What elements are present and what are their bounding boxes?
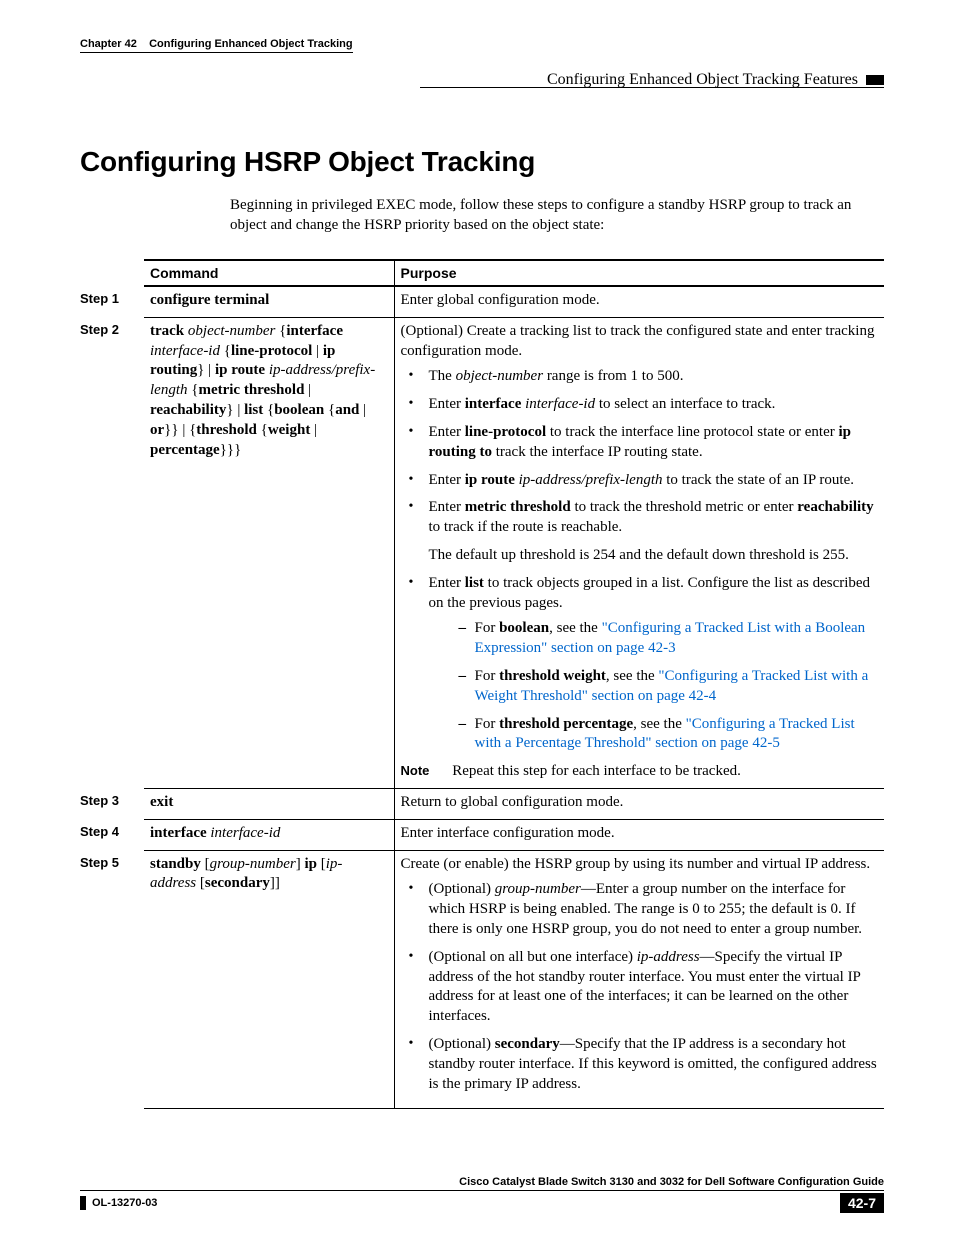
purpose-lead: (Optional) Create a tracking list to tra…: [401, 322, 879, 362]
list-item: Enter ip route ip-address/prefix-length …: [401, 471, 879, 491]
table-head-blank: [80, 260, 144, 286]
table-head-purpose: Purpose: [394, 260, 884, 286]
table-row: Step 4 interface interface-id Enter inte…: [80, 819, 884, 850]
page: Chapter 42 Configuring Enhanced Object T…: [0, 0, 954, 1235]
purpose-cell: Enter interface configuration mode.: [394, 819, 884, 850]
command-cell: exit: [144, 788, 394, 819]
table-row: Step 3 exit Return to global configurati…: [80, 788, 884, 819]
bullet-list: Enter list to track objects grouped in a…: [401, 574, 879, 754]
bullet-list: (Optional) group-number—Enter a group nu…: [401, 880, 879, 1094]
list-item: For threshold weight, see the "Configuri…: [429, 667, 879, 707]
table-head-command: Command: [144, 260, 394, 286]
list-item: Enter interface interface-id to select a…: [401, 395, 879, 415]
list-item: Enter line-protocol to track the interfa…: [401, 423, 879, 463]
header-marker-icon: [866, 75, 884, 85]
dash-list: For boolean, see the "Configuring a Trac…: [429, 619, 879, 754]
step-label: Step 4: [80, 819, 144, 850]
footer-doc-id: OL-13270-03: [80, 1196, 157, 1210]
step-label: Step 1: [80, 286, 144, 317]
list-item: For boolean, see the "Configuring a Trac…: [429, 619, 879, 659]
page-footer: Cisco Catalyst Blade Switch 3130 and 303…: [80, 1176, 884, 1213]
purpose-cell: (Optional) Create a tracking list to tra…: [394, 317, 884, 788]
list-item: (Optional) group-number—Enter a group nu…: [401, 880, 879, 939]
step-label: Step 5: [80, 850, 144, 1109]
command-table: Command Purpose Step 1 configure termina…: [80, 259, 884, 1109]
command-cell: track object-number {interface interface…: [144, 317, 394, 788]
page-title: Configuring HSRP Object Tracking: [80, 146, 884, 178]
chapter-label: Chapter 42: [80, 38, 137, 50]
note-block: Note Repeat this step for each interface…: [401, 762, 879, 782]
bullet-list: The object-number range is from 1 to 500…: [401, 367, 879, 538]
table-row: Step 1 configure terminal Enter global c…: [80, 286, 884, 317]
list-item: (Optional on all but one interface) ip-a…: [401, 948, 879, 1027]
chapter-title: Configuring Enhanced Object Tracking: [149, 38, 353, 50]
list-item: (Optional) secondary—Specify that the IP…: [401, 1035, 879, 1094]
section-title: Configuring Enhanced Object Tracking Fea…: [547, 71, 858, 89]
table-row: Step 5 standby [group-number] ip [ip-add…: [80, 850, 884, 1109]
command-cell: interface interface-id: [144, 819, 394, 850]
list-item: For threshold percentage, see the "Confi…: [429, 715, 879, 755]
default-threshold-text: The default up threshold is 254 and the …: [401, 546, 879, 566]
purpose-cell: Enter global configuration mode.: [394, 286, 884, 317]
purpose-cell: Create (or enable) the HSRP group by usi…: [394, 850, 884, 1109]
footer-page-number: 42-7: [840, 1193, 884, 1213]
list-item: Enter list to track objects grouped in a…: [401, 574, 879, 754]
purpose-cell: Return to global configuration mode.: [394, 788, 884, 819]
table-row: Step 2 track object-number {interface in…: [80, 317, 884, 788]
list-item: The object-number range is from 1 to 500…: [401, 367, 879, 387]
note-label: Note: [401, 762, 449, 779]
footer-book-title: Cisco Catalyst Blade Switch 3130 and 303…: [80, 1176, 884, 1191]
list-item: Enter metric threshold to track the thre…: [401, 498, 879, 538]
purpose-lead: Create (or enable) the HSRP group by usi…: [401, 855, 879, 875]
header-right: Configuring Enhanced Object Tracking Fea…: [80, 53, 884, 89]
header-left: Chapter 42 Configuring Enhanced Object T…: [80, 36, 353, 55]
intro-paragraph: Beginning in privileged EXEC mode, follo…: [80, 196, 884, 235]
command-cell: configure terminal: [144, 286, 394, 317]
command-cell: standby [group-number] ip [ip-address [s…: [144, 850, 394, 1109]
step-label: Step 2: [80, 317, 144, 788]
note-text: Repeat this step for each interface to b…: [452, 763, 741, 779]
step-label: Step 3: [80, 788, 144, 819]
